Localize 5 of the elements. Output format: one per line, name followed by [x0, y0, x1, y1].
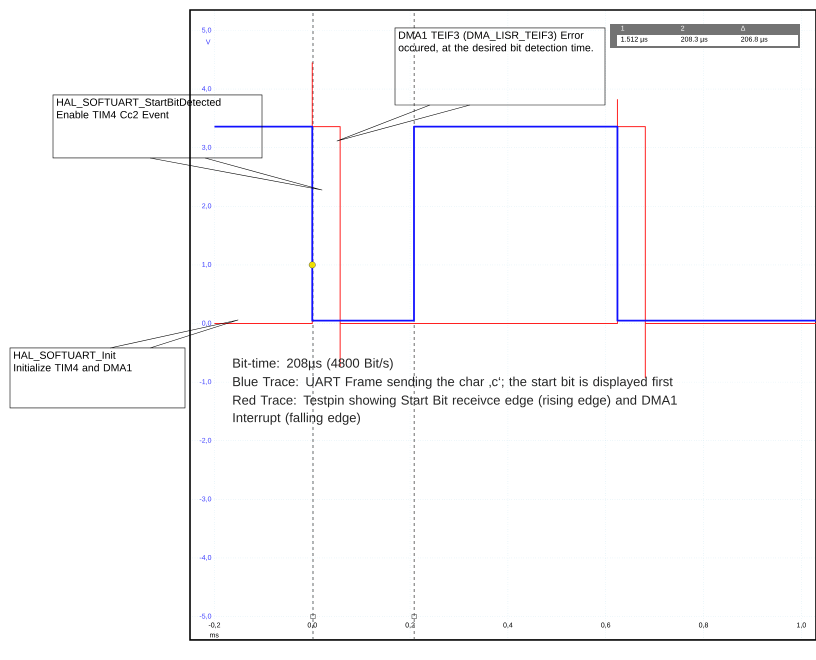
annotation: Bit-time: 208µs (4800 Bit/s) [233, 358, 393, 370]
text: HAL_SOFTUART_Init Initialize TIM4 and DMA1 [14, 351, 132, 372]
annotation: Red Trace: Testpin showing Start Bit receivce edge (rising edge) and DMA1 Interrupt (falling edge) [233, 395, 677, 425]
annotation: DMA1 TEIF3 (DMA_LISR_TEIF3) Error occured, at the desired bit detection time. [398, 31, 593, 53]
annotation: Blue Trace: UART Frame sending the char ‚c‘; the start bit is displayed first [233, 376, 673, 389]
